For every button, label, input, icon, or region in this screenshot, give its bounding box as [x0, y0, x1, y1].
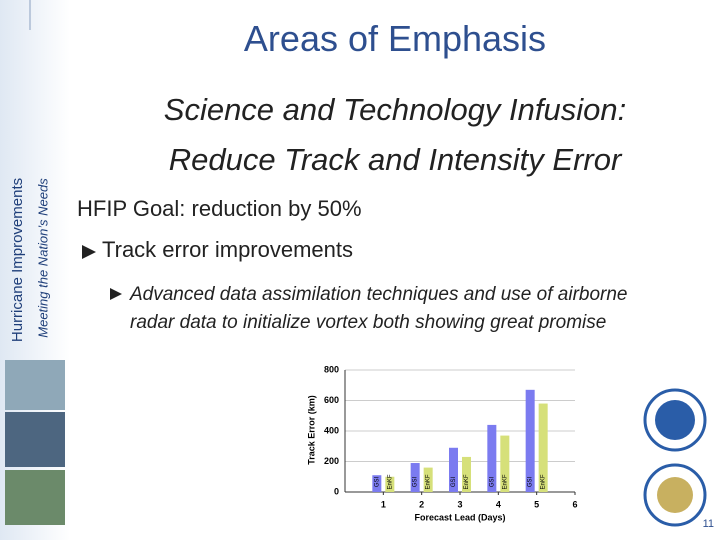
- y-tick-label: 0: [334, 486, 339, 496]
- subtitle: Reduce Track and Intensity Error: [168, 142, 622, 177]
- y-tick-label: 400: [324, 425, 339, 435]
- bar-label: GSI: [374, 477, 380, 488]
- bar-label: GSI: [528, 477, 534, 488]
- bar: [538, 403, 548, 492]
- bar-label: EnKF: [541, 474, 547, 489]
- x-tick-label: 5: [534, 499, 539, 509]
- bar-label: EnKF: [387, 474, 393, 489]
- x-tick-label: 3: [457, 499, 462, 509]
- bar-label: GSI: [413, 477, 419, 488]
- bar-label: GSI: [451, 477, 457, 488]
- bar: [385, 476, 395, 492]
- bar-label: EnKF: [464, 474, 470, 489]
- bar: [372, 475, 382, 492]
- bullet-icon: [82, 245, 96, 259]
- sub-bullet: Advanced data assimilation techniques an…: [130, 284, 628, 333]
- bar: [462, 456, 471, 492]
- bar-label: EnKF: [502, 474, 508, 489]
- y-tick-label: 600: [324, 395, 339, 405]
- goal: HFIP Goal: reduction by 50%: [77, 196, 362, 221]
- sidebar-subtitle: Meeting the Nation’s Needs: [35, 178, 50, 338]
- chart: Track Error (km) Forecast Lead (Days) 0 2…: [300, 354, 582, 526]
- noaa-logo: [655, 400, 695, 440]
- subtitle: Science and Technology Infusion:: [163, 92, 627, 127]
- bar-label: GSI: [489, 477, 495, 488]
- y-tick-label: 800: [324, 364, 339, 374]
- sidebar-title: Hurricane Improvements: [9, 178, 26, 342]
- bullet: Track error improvements: [102, 237, 354, 262]
- bar: [423, 467, 433, 492]
- x-tick-label: 6: [572, 499, 577, 509]
- bar: [487, 424, 497, 492]
- image: [5, 360, 65, 410]
- bar: [449, 447, 458, 492]
- title: Areas of Emphasis: [243, 18, 547, 59]
- x-axis-title: Forecast Lead (Days): [414, 512, 505, 522]
- x-tick-label: 2: [419, 499, 424, 509]
- doc-logo: [657, 477, 693, 513]
- bar: [525, 389, 535, 492]
- page-number: 11: [702, 518, 714, 530]
- bar-label: EnKF: [426, 474, 432, 489]
- bar: [410, 463, 420, 492]
- bar: [500, 435, 510, 492]
- y-axis-title: Track Error (km): [306, 395, 316, 465]
- y-tick-label: 200: [324, 456, 339, 466]
- image: [5, 470, 65, 525]
- x-tick-label: 4: [496, 499, 501, 509]
- x-tick-label: 1: [381, 499, 386, 509]
- image: [5, 412, 65, 467]
- bullet-icon: [110, 288, 122, 300]
